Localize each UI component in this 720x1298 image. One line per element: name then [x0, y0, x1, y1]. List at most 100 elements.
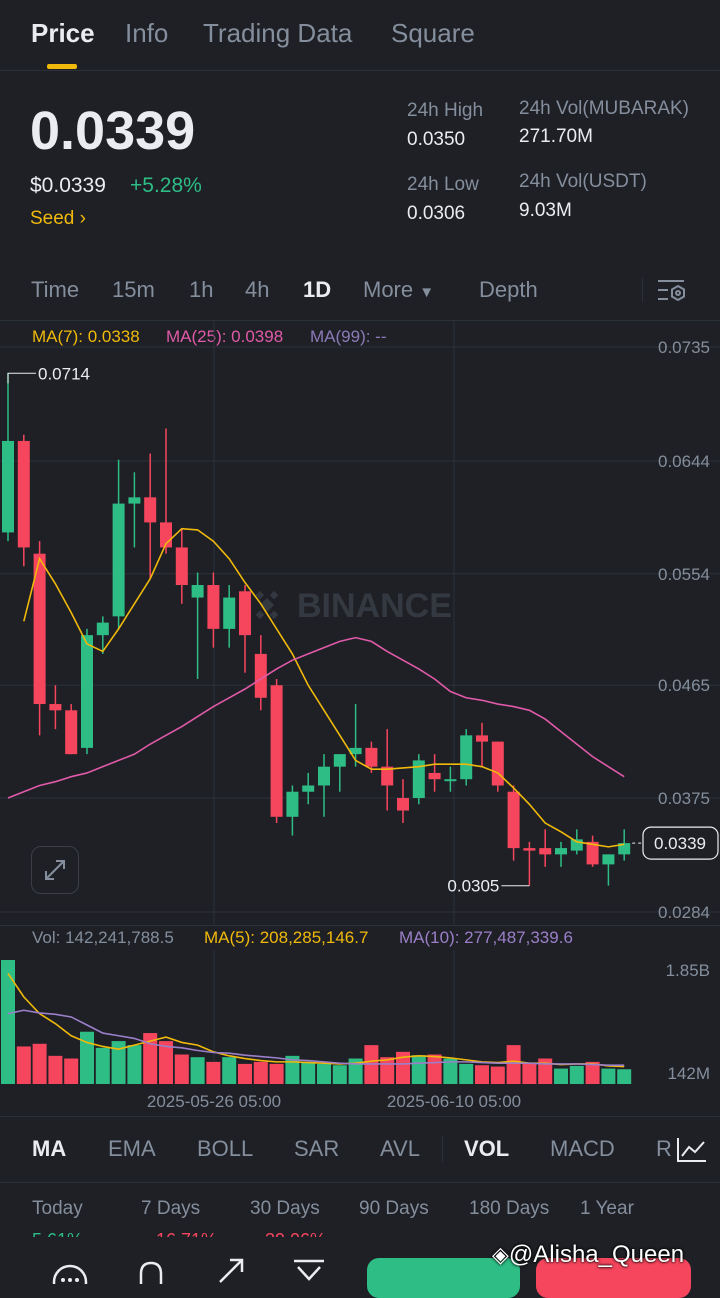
indicator-sar[interactable]: SAR — [294, 1136, 340, 1161]
candle-body — [570, 839, 583, 851]
candle-body — [65, 710, 78, 755]
timeframe-1d[interactable]: 1D — [303, 277, 332, 302]
high-value: 0.0350 — [407, 129, 466, 150]
candle-body — [444, 779, 457, 782]
volume-bar — [1, 960, 15, 1084]
ma99-legend: MA(99): -- — [310, 327, 387, 346]
timeframe-4h[interactable]: 4h — [245, 277, 270, 302]
candle — [602, 854, 615, 886]
divider — [442, 1136, 443, 1162]
candle-body — [254, 653, 267, 698]
tab-trading-data[interactable]: Trading Data — [203, 18, 353, 48]
indicator-vol[interactable]: VOL — [464, 1136, 510, 1161]
volume-bar — [380, 1057, 395, 1084]
tab-info[interactable]: Info — [125, 18, 169, 48]
filter-icon[interactable] — [292, 1257, 326, 1283]
volume-axis: 1.85B 142M 2025-05-26 05:00 2025-06-10 05:0… — [147, 961, 710, 1111]
volume-moving-averages — [7, 972, 625, 1068]
divider — [642, 278, 643, 302]
volume-bar — [475, 1065, 489, 1084]
indicator-r[interactable]: R — [656, 1136, 672, 1161]
candle — [444, 766, 457, 792]
vol-ma10-line — [7, 1009, 625, 1067]
more-label: More — [363, 277, 414, 302]
seed-tag[interactable]: Seed › — [30, 208, 86, 230]
volume-tick-label: 1.85B — [666, 961, 710, 980]
volume-bar — [569, 1065, 584, 1084]
candle-body — [412, 760, 425, 798]
range-90-days[interactable]: 90 Days — [359, 1198, 429, 1219]
candle-body — [555, 848, 567, 855]
chart-settings-icon[interactable] — [656, 277, 688, 305]
tab-price[interactable]: Price — [31, 18, 95, 48]
caret-down-icon: ▼ — [419, 284, 435, 301]
timeframe-15m[interactable]: 15m — [112, 277, 155, 302]
candle-body — [112, 503, 125, 617]
candle — [397, 779, 409, 824]
candle-body — [460, 735, 473, 780]
volume-bar — [317, 1063, 331, 1084]
active-tab-indicator — [47, 64, 77, 69]
range-today[interactable]: Today — [32, 1198, 83, 1219]
range-30-days[interactable]: 30 Days — [250, 1198, 320, 1219]
divider — [0, 1182, 720, 1183]
volume-bar — [490, 1066, 505, 1084]
candle — [112, 459, 125, 629]
volume-chart[interactable]: 1.85B 142M 2025-05-26 05:00 2025-06-10 05:0… — [0, 950, 720, 1118]
candle — [586, 835, 599, 867]
candle-body — [81, 635, 93, 748]
candlestick-chart[interactable]: BINANCE 0.07350.06440.05540.04650.03750.… — [0, 320, 720, 925]
expand-chart-button[interactable] — [31, 846, 79, 894]
indicator-ema[interactable]: EMA — [108, 1136, 156, 1161]
tab-square[interactable]: Square — [391, 18, 475, 48]
last-price-tag-label: 0.0339 — [654, 834, 706, 853]
volume-bar — [554, 1068, 568, 1084]
vol-quote-value: 9.03M — [519, 200, 572, 221]
range-1-year[interactable]: 1 Year — [580, 1198, 634, 1219]
candles — [2, 373, 631, 886]
alert-bell-icon[interactable] — [135, 1260, 167, 1284]
range-7-days[interactable]: 7 Days — [141, 1198, 201, 1219]
chart-indicator-icon[interactable] — [672, 1134, 712, 1166]
indicator-ma[interactable]: MA — [32, 1136, 67, 1161]
trade-arrow-icon[interactable] — [214, 1254, 248, 1284]
indicator-macd[interactable]: MACD — [550, 1136, 615, 1161]
volume-bar — [80, 1031, 94, 1084]
candle — [2, 373, 14, 542]
candle — [318, 754, 330, 817]
volume-bar — [522, 1063, 537, 1084]
candle — [81, 628, 93, 755]
candle-body — [491, 741, 504, 786]
price-change-percent: +5.28% — [130, 174, 202, 197]
last-price-tag — [642, 826, 719, 860]
divider — [0, 1116, 720, 1117]
candle-body — [239, 591, 251, 636]
timeframe-1h[interactable]: 1h — [189, 277, 214, 302]
timeframe-more[interactable]: More ▼ — [363, 277, 434, 303]
candle-body — [381, 766, 394, 786]
indicator-boll[interactable]: BOLL — [197, 1136, 254, 1161]
volume-bar — [48, 1055, 63, 1084]
volume-tick-label: 142M — [667, 1064, 710, 1083]
volume-bar — [538, 1058, 553, 1084]
candle-body — [207, 585, 220, 629]
volume-bar — [64, 1058, 79, 1084]
timeframe-time[interactable]: Time — [31, 277, 80, 302]
price-tick-label: 0.0465 — [658, 676, 710, 695]
candle-body — [175, 547, 188, 586]
ma25-line — [7, 636, 625, 799]
price-tick-label: 0.0644 — [658, 452, 710, 471]
indicator-avl[interactable]: AVL — [380, 1136, 420, 1161]
candle-body — [523, 848, 536, 851]
timeframe-depth[interactable]: Depth — [479, 277, 538, 302]
candle-body — [349, 747, 362, 755]
candle-body — [96, 622, 109, 636]
candle-body — [128, 497, 141, 504]
vol-base-label: 24h Vol(MUBARAK) — [519, 98, 690, 119]
volume-bars — [1, 960, 632, 1084]
price-tick-label: 0.0375 — [658, 789, 710, 808]
divider — [0, 925, 720, 926]
range-180-days[interactable]: 180 Days — [469, 1198, 550, 1219]
candle — [476, 722, 488, 767]
creator-credit: ◈@Alisha_Queen — [492, 1241, 684, 1269]
